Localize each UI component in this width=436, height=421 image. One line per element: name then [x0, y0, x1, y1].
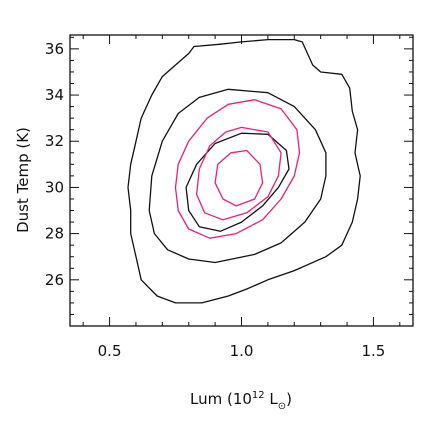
- contour-4: [185, 132, 290, 232]
- y-tick-label: 36: [45, 40, 64, 58]
- x-tick-labels: 0.5 1.0 1.5: [98, 342, 386, 360]
- contours-layer: [127, 38, 361, 304]
- y-tick-label: 32: [45, 132, 64, 150]
- y-tick-label: 26: [45, 271, 64, 289]
- y-tick-label: 34: [45, 86, 64, 104]
- x-axis-label-mid: L: [265, 390, 279, 408]
- contour-1: [127, 38, 361, 304]
- contour-5: [195, 126, 282, 221]
- y-tick-labels: 26 28 30 32 34 36: [45, 40, 64, 289]
- ticks-layer: [70, 35, 413, 327]
- x-axis-label-sub: ⊙: [278, 401, 286, 412]
- plot-frame: [69, 34, 414, 327]
- x-tick-label: 1.5: [361, 342, 385, 360]
- contour-3: [174, 99, 301, 239]
- y-axis-label: Dust Temp (K): [14, 127, 32, 233]
- x-tick-label: 1.0: [230, 342, 254, 360]
- y-tick-label: 30: [45, 178, 64, 196]
- x-axis-label-suffix: ): [286, 390, 292, 408]
- x-axis-label-sup: 12: [252, 390, 265, 401]
- y-tick-label: 28: [45, 225, 64, 243]
- contour-2: [148, 88, 327, 264]
- x-axis-label-prefix: Lum (10: [190, 390, 252, 408]
- x-axis-label: Lum (1012 L⊙): [190, 390, 292, 412]
- contour-6: [214, 149, 264, 207]
- x-tick-label: 0.5: [98, 342, 122, 360]
